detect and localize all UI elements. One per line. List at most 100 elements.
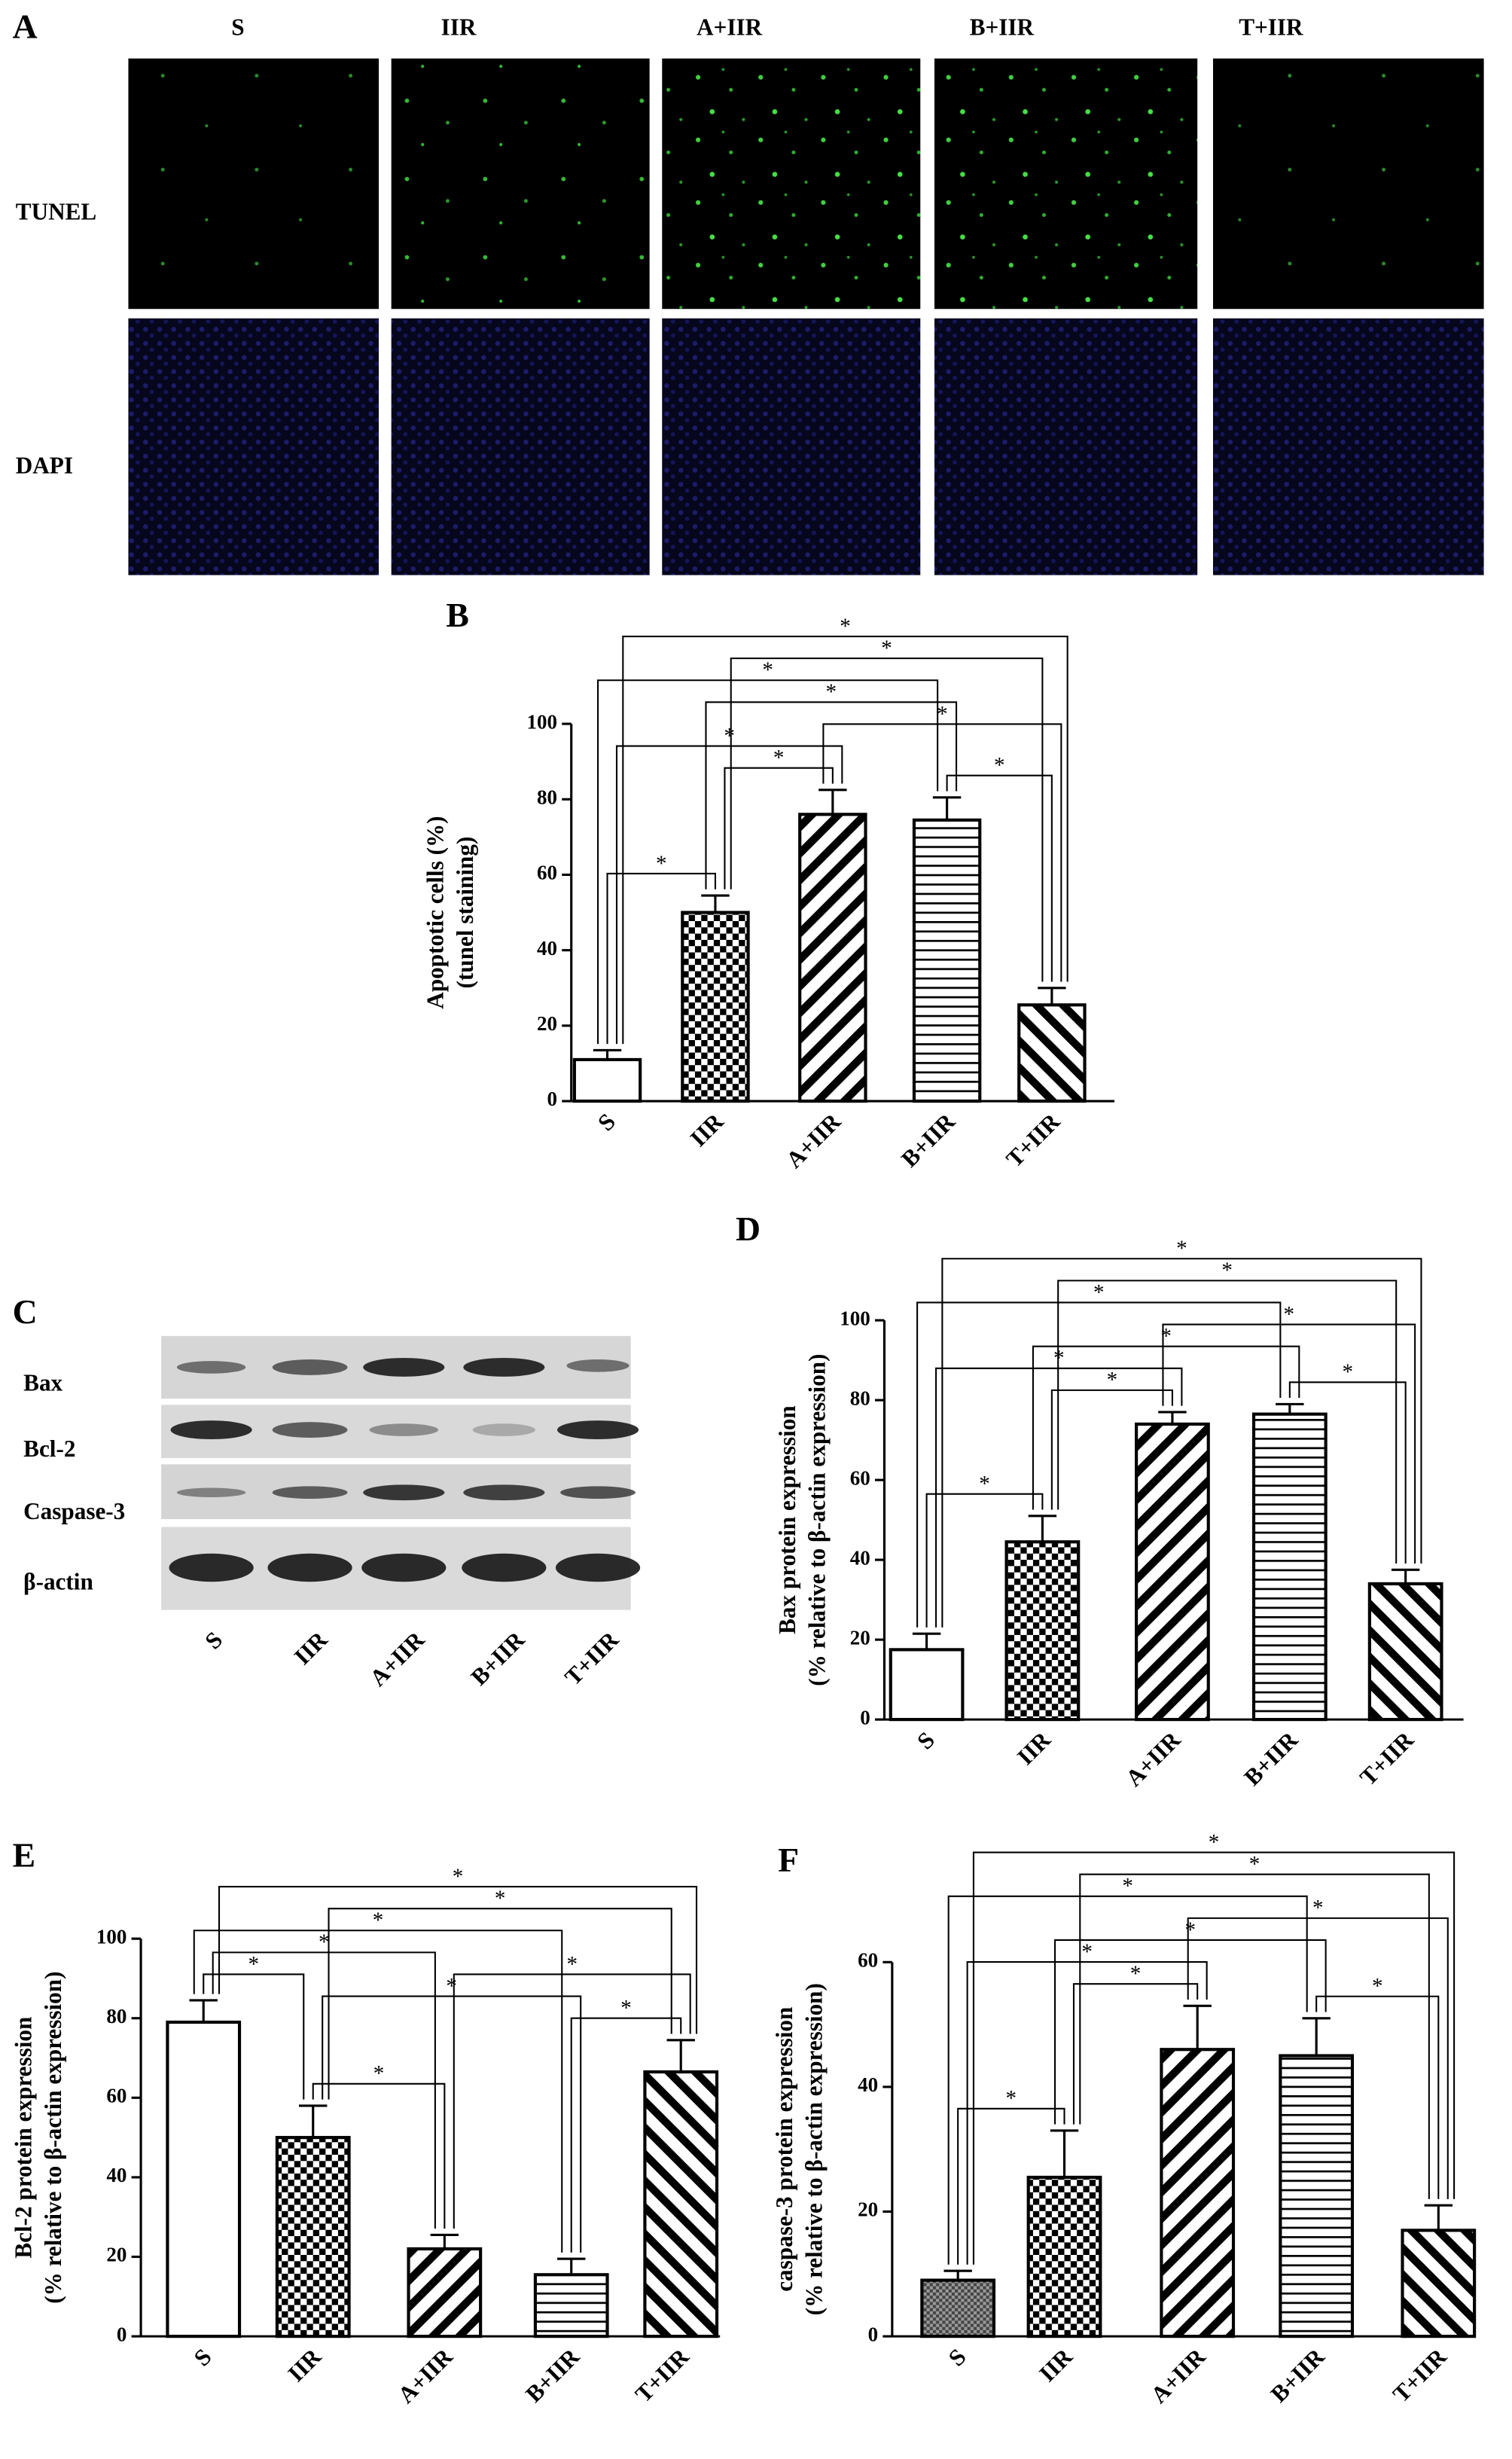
significance-bracket [193,1930,563,2253]
western-blot [161,1335,641,1610]
significance-label: * [1122,1875,1133,1899]
y-tick-label: 0 [547,1088,557,1110]
y-tick-label: 40 [858,2073,878,2096]
y-axis-title: Bax protein expression [774,1405,800,1634]
x-tick-label: S [943,2343,971,2371]
significance-label: * [1006,2087,1017,2111]
significance-label: * [773,746,785,770]
significance-label: * [724,724,735,748]
significance-bracket [947,1895,1308,2265]
significance-bracket [212,1951,436,2229]
significance-label: * [566,1952,578,1976]
significance-label: * [1372,1975,1383,1999]
significance-label: * [319,1930,330,1954]
bar [1135,1422,1210,1722]
y-tick-label: 100 [840,1307,870,1329]
significance-bracket [218,1886,698,2034]
significance-label: * [373,1908,384,1933]
x-tick-label: IIR [1012,1726,1056,1770]
y-tick-label: 40 [850,1546,870,1569]
band-label: Bcl-2 [23,1435,75,1462]
y-tick-label: 60 [850,1466,870,1489]
significance-bracket [916,1301,1282,1628]
significance-bracket [622,636,1068,1045]
micrograph [128,58,380,310]
micrograph [1212,318,1484,575]
row-label: TUNEL [16,199,96,225]
x-tick-label: B+IIR [1266,2343,1330,2407]
y-axis-title: caspase-3 protein expression [771,2007,797,2292]
significance-label: * [1312,1896,1324,1921]
panel-label: B [446,596,469,634]
significance-label: * [1081,1940,1093,1964]
significance-bracket [453,1973,691,2229]
significance-bracket [730,657,1044,982]
significance-label: * [979,1472,990,1496]
significance-label: * [1176,1237,1187,1261]
significance-bracket [1057,1280,1398,1564]
y-tick-label: 40 [106,2164,127,2186]
bar [1279,2054,1355,2338]
significance-bracket [1053,1939,1327,2125]
significance-label: * [620,1997,632,2021]
x-tick-label: A+IIR [781,1108,846,1173]
bar [1401,2229,1477,2338]
significance-label: * [1221,1258,1233,1283]
y-axis-title: Apoptotic cells (%) [422,816,448,1008]
lane-label: A+IIR [364,1626,430,1692]
x-tick-label: IIR [1034,2343,1078,2387]
bar [1017,1003,1087,1103]
x-tick-label: A+IIR [392,2343,458,2409]
column-label: B+IIR [970,14,1035,40]
lane-label: B+IIR [465,1626,529,1690]
panel-label: C [13,1292,38,1331]
y-axis-title: (% relative to β-actin expression) [803,1353,830,1686]
significance-bracket [957,2107,1065,2265]
significance-bracket [966,1961,1208,2265]
y-tick-label: 60 [858,1949,878,1972]
significance-label: * [994,754,1005,778]
significance-label: * [495,1887,506,1911]
band-label: β-actin [23,1569,93,1595]
significance-bracket [946,774,1053,982]
significance-bracket [1187,1917,1449,2199]
bar [166,2020,242,2338]
bar [1367,1582,1443,1722]
significance-label: * [826,680,837,704]
x-tick-label: IIR [685,1108,729,1152]
band-label: Bax [23,1370,62,1396]
y-tick-label: 20 [106,2244,127,2266]
micrograph [662,58,921,310]
x-tick-label: B+IIR [896,1108,960,1172]
significance-label: * [1249,1853,1261,1877]
significance-bracket [1072,1983,1199,2125]
bar [920,2278,996,2338]
y-tick-label: 60 [537,862,557,884]
y-axis-title: Bcl-2 protein expression [11,2017,37,2259]
bar [572,1057,642,1103]
significance-label: * [1209,1830,1220,1854]
x-tick-label: T+IIR [1355,1726,1419,1790]
significance-label: * [881,636,892,661]
significance-label: * [840,615,851,639]
significance-bracket [312,2082,446,2229]
x-tick-label: IIR [282,2343,326,2387]
y-axis-title: (% relative to β-actin expression) [800,1983,827,2315]
significance-bracket [203,1973,305,2100]
y-tick-label: 40 [537,937,557,959]
band-label: Caspase-3 [23,1498,125,1524]
y-tick-label: 100 [526,710,557,733]
significance-bracket [1032,1345,1300,1510]
significance-bracket [597,679,939,1045]
bar [643,2070,719,2338]
significance-label: * [1284,1302,1295,1326]
row-label: DAPI [16,453,73,479]
bar [275,2136,351,2338]
column-label: T+IIR [1239,14,1303,40]
bar [1160,2048,1236,2338]
significance-label: * [446,1974,457,1998]
bar [1251,1412,1328,1722]
y-tick-label: 100 [96,1925,127,1948]
y-axis-title: (% relative to β-actin expression) [40,1972,66,2304]
